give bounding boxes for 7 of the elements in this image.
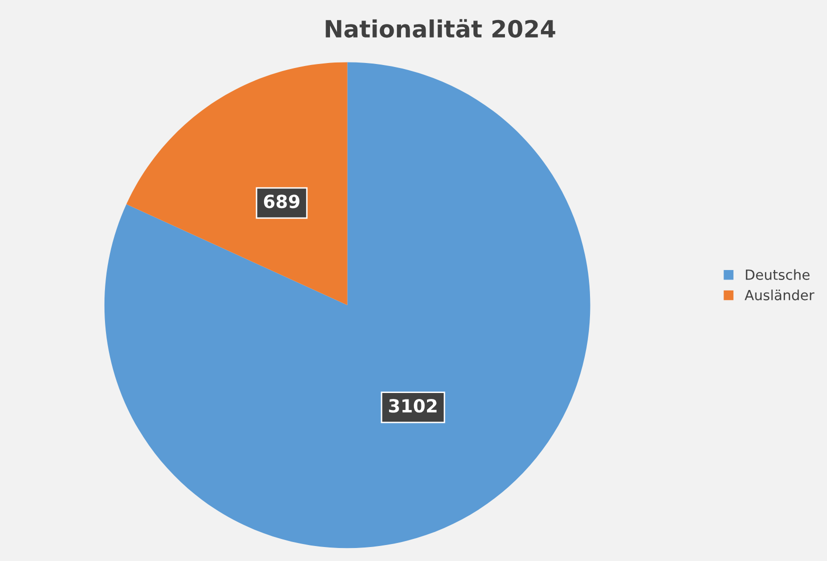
chart-title: Nationalität 2024	[326, 19, 556, 38]
data-label: 3102	[389, 398, 437, 413]
legend-label: Deutsche	[746, 269, 810, 280]
legend-label: Ausländer	[744, 290, 814, 300]
data-label: 689	[264, 194, 300, 208]
pie-slice	[104, 62, 590, 548]
pie-slice	[126, 62, 348, 306]
